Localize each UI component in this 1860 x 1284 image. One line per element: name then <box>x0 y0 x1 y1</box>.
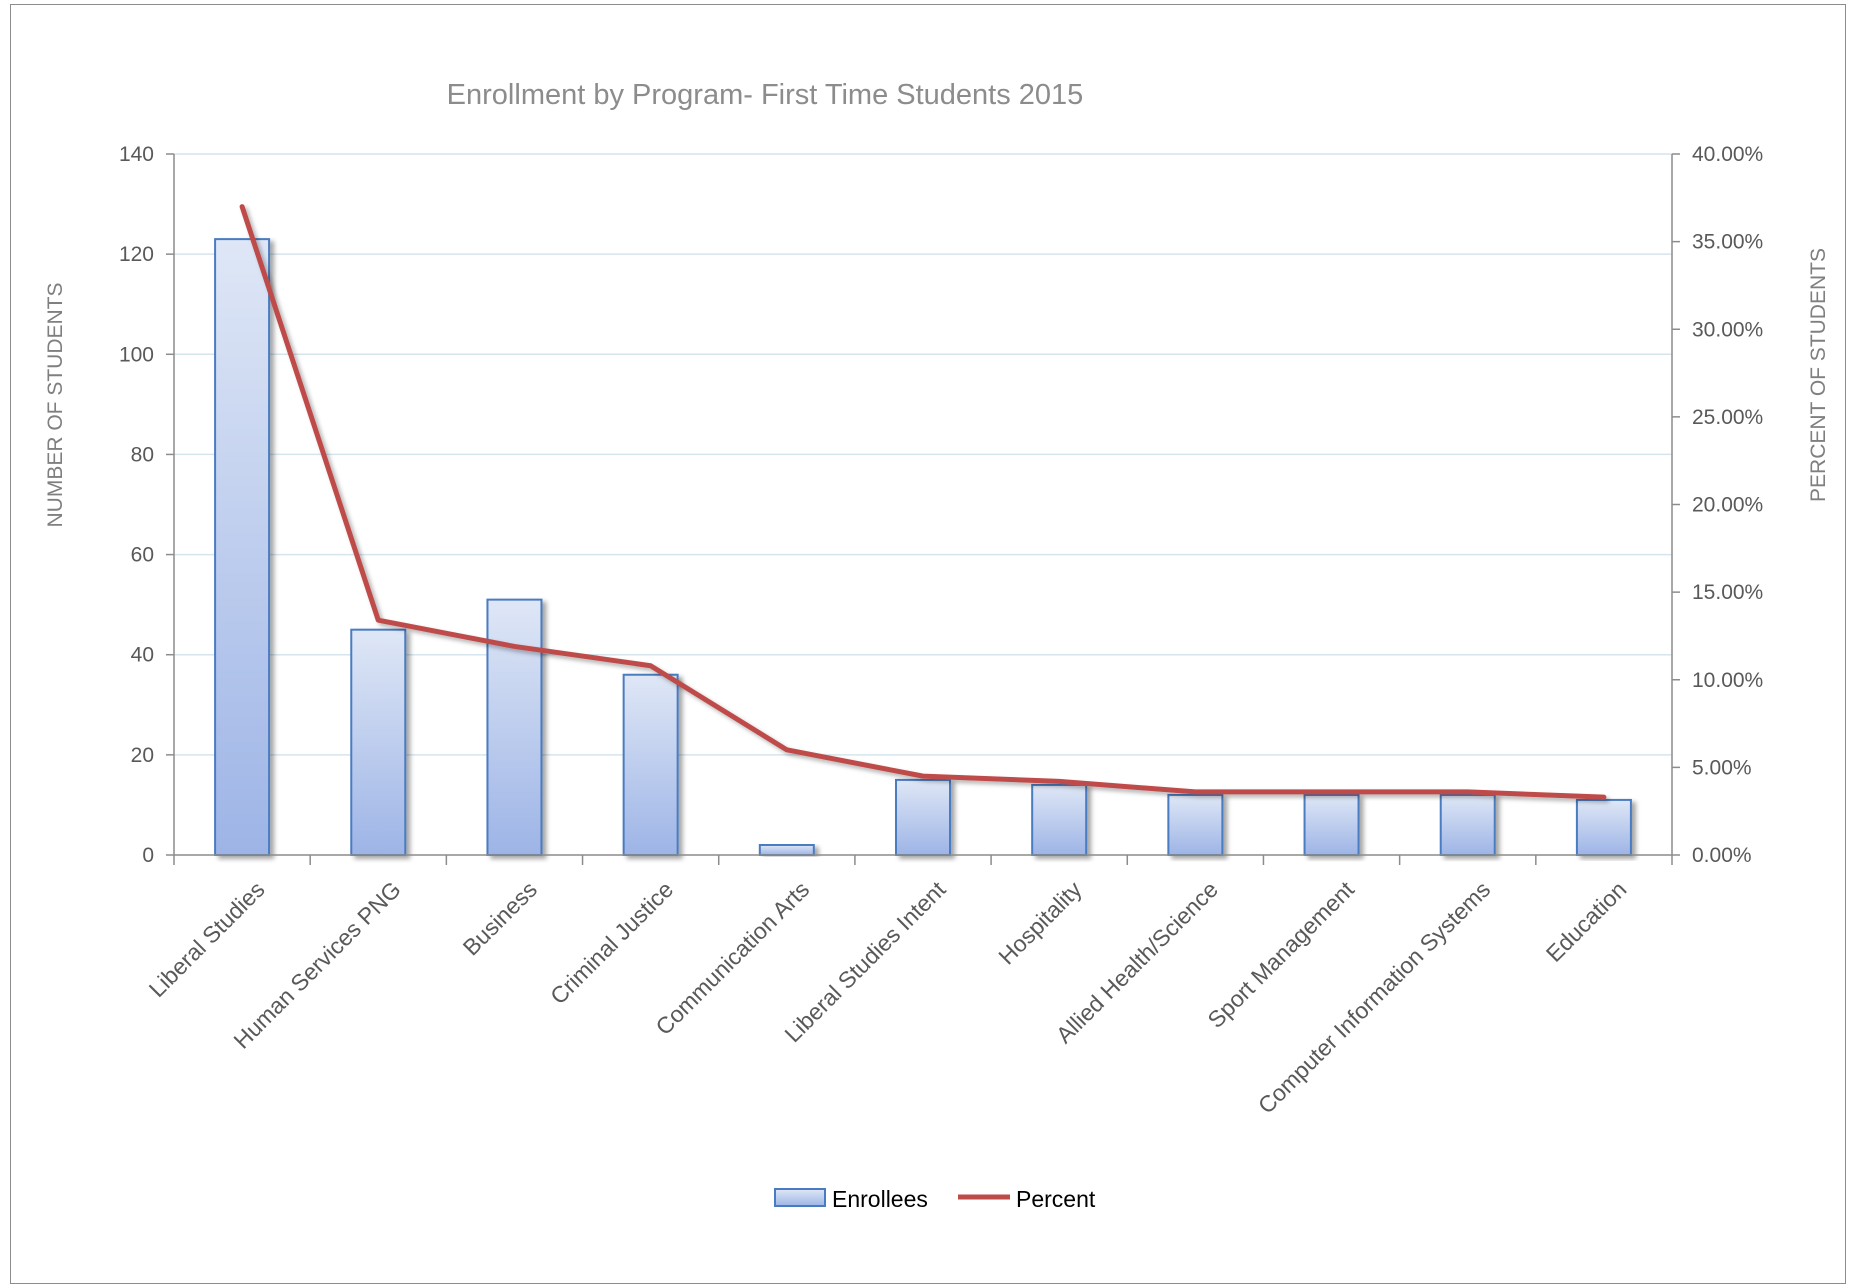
x-tick-label: Liberal Studies <box>144 876 270 1002</box>
bar-series <box>215 239 1631 855</box>
bar <box>1168 795 1222 855</box>
bar <box>351 630 405 855</box>
legend-label-enrollees: Enrollees <box>832 1186 928 1212</box>
y-tick-label: 140 <box>119 143 154 166</box>
x-tick-label: Hospitality <box>993 876 1087 970</box>
x-tick-label: Criminal Justice <box>545 876 678 1009</box>
x-tick-label: Communication Arts <box>650 876 814 1040</box>
y-tick-label: 120 <box>119 243 154 266</box>
legend-label-percent: Percent <box>1016 1186 1096 1212</box>
y-tick-label: 20 <box>131 744 154 767</box>
bar <box>1577 800 1631 855</box>
x-tick-label: Computer Information Systems <box>1253 876 1496 1119</box>
y2-tick-label: 35.00% <box>1692 231 1763 254</box>
x-tick-label: Sport Management <box>1202 876 1359 1033</box>
y2-tick-label: 30.00% <box>1692 318 1763 341</box>
y2-tick-label: 25.00% <box>1692 406 1763 429</box>
bar <box>760 845 814 855</box>
x-tick-label: Education <box>1541 876 1632 967</box>
x-tick-label: Business <box>458 876 542 960</box>
bar <box>487 600 541 855</box>
bar <box>624 675 678 855</box>
y2-tick-label: 15.00% <box>1692 581 1763 604</box>
bar <box>1441 795 1495 855</box>
bar <box>215 239 269 855</box>
bar <box>1305 795 1359 855</box>
y-tick-label: 40 <box>131 644 154 667</box>
y-tick-label: 80 <box>131 443 154 466</box>
y2-tick-label: 0.00% <box>1692 844 1752 867</box>
y-tick-label: 100 <box>119 343 154 366</box>
y-tick-label: 0 <box>142 844 154 867</box>
line-series <box>242 206 1604 797</box>
combo-chart: Enrollment by Program- First Time Studen… <box>0 0 1860 1237</box>
y2-tick-label: 10.00% <box>1692 669 1763 692</box>
y2-tick-label: 5.00% <box>1692 756 1752 779</box>
chart-title: Enrollment by Program- First Time Studen… <box>447 79 1084 111</box>
y2-axis-label: PERCENT OF STUDENTS <box>1807 248 1830 502</box>
legend: Enrollees Percent <box>775 1186 1096 1212</box>
y-tick-label: 60 <box>131 544 154 567</box>
percent-line <box>242 207 1604 798</box>
bar <box>896 780 950 855</box>
y2-tick-label: 40.00% <box>1692 143 1763 166</box>
bar <box>1032 785 1086 855</box>
y2-tick-label: 20.00% <box>1692 494 1763 517</box>
y-axis-label: NUMBER OF STUDENTS <box>44 282 67 527</box>
legend-swatch-enrollees <box>775 1189 825 1206</box>
